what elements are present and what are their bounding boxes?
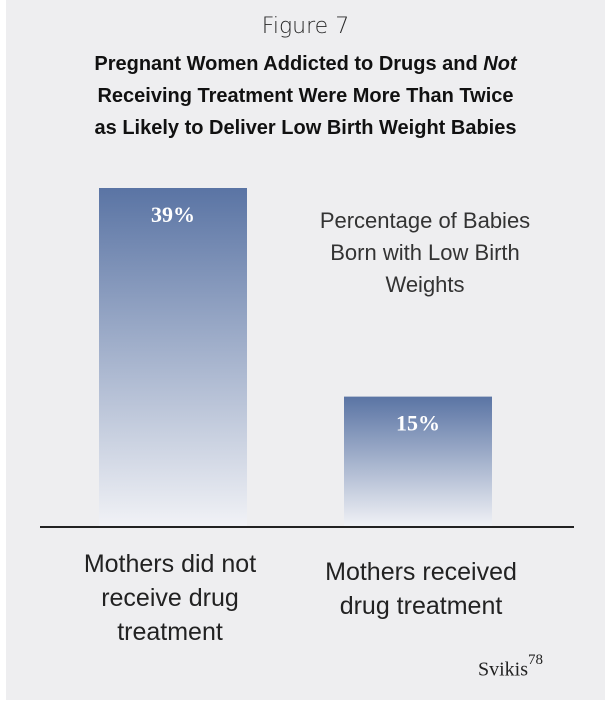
title-line-1: Pregnant Women Addicted to Drugs and Not [0, 48, 611, 80]
annotation-line: Percentage of Babies [319, 208, 531, 233]
category-label-treatment: Mothers received drug treatment [296, 555, 546, 623]
source-citation: Svikis78 [478, 652, 543, 682]
chart-annotation: Percentage of Babies Born with Low Birth… [300, 205, 550, 301]
category-label-line: receive drug [101, 584, 239, 612]
source-author: Svikis [478, 658, 529, 681]
bar-0 [99, 188, 247, 527]
category-label-line: drug treatment [339, 592, 503, 620]
chart-title: Pregnant Women Addicted to Drugs and Not… [0, 48, 611, 144]
title-emphasis: Not [483, 53, 517, 75]
category-label-line: Mothers received [325, 558, 517, 586]
category-label-line: treatment [117, 618, 223, 646]
bar-value-label-0: 39% [151, 202, 195, 227]
annotation-line: Weights [385, 272, 465, 297]
category-label-no-treatment: Mothers did not receive drug treatment [60, 547, 280, 649]
bar-value-label-1: 15% [396, 411, 440, 436]
title-line-3: as Likely to Deliver Low Birth Weight Ba… [94, 117, 517, 139]
category-label-line: Mothers did not [83, 550, 257, 578]
annotation-line: Born with Low Birth [330, 240, 520, 265]
title-line-2: Receiving Treatment Were More Than Twice [97, 85, 514, 107]
bar-1 [344, 396, 492, 527]
figure-label: Figure 7 [261, 14, 350, 39]
title-text: Pregnant Women Addicted to Drugs and [94, 53, 484, 75]
source-ref: 78 [528, 652, 544, 668]
